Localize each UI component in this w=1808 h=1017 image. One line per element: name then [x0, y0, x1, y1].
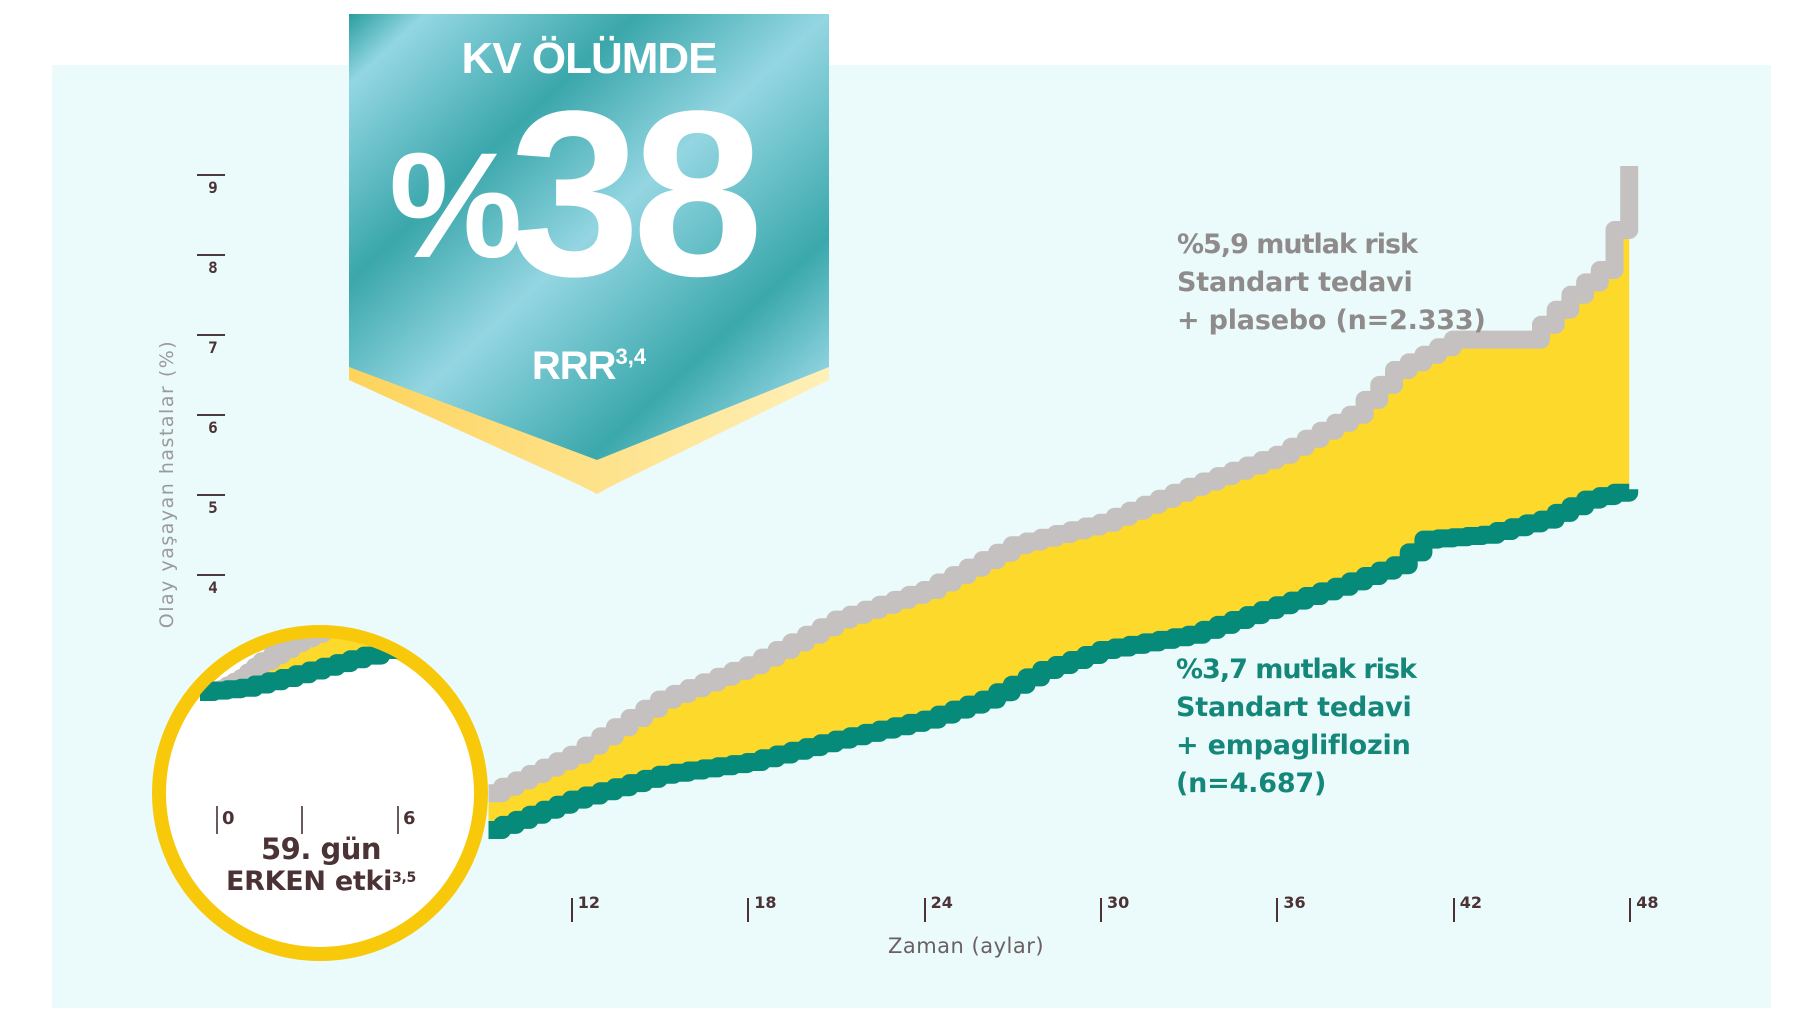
- placebo-curve: [488, 166, 1639, 803]
- inset-tick-label-6: 6: [403, 808, 416, 829]
- x-tick-label: 48: [1636, 893, 1659, 912]
- main-plot-area: [488, 166, 1639, 839]
- x-tick: [923, 898, 926, 922]
- x-tick-label: 42: [1459, 893, 1483, 912]
- x-tick: [1276, 898, 1279, 922]
- placebo-risk-label: %5,9 mutlak risk: [1177, 229, 1418, 260]
- y-tick: [197, 414, 225, 416]
- inset-title-effect-text: ERKEN etki: [226, 866, 393, 897]
- x-tick-label: 36: [1283, 893, 1306, 912]
- y-axis-label: Olay yaşayan hastalar (%): [156, 339, 178, 629]
- x-tick: [570, 898, 573, 922]
- badge-metric-refs: 3,4: [615, 344, 647, 369]
- x-tick-label: 18: [754, 893, 777, 912]
- badge-metric-label: RRR: [531, 344, 617, 388]
- y-tick: [197, 254, 225, 256]
- badge-metric: RRR3,4: [349, 344, 829, 389]
- inset-tick-6: [397, 806, 399, 834]
- empagliflozin-annotation: %3,7 mutlak risk Standart tedavi + empag…: [1176, 651, 1417, 803]
- empa-arm-label: + empagliflozin: [1176, 730, 1411, 761]
- y-tick-label: 5: [208, 498, 218, 517]
- y-tick: [197, 494, 225, 496]
- placebo-arm-label: + plasebo (n=2.333): [1177, 305, 1486, 336]
- empa-therapy-label: Standart tedavi: [1176, 692, 1412, 723]
- placebo-therapy-label: Standart tedavi: [1177, 267, 1413, 298]
- x-tick: [1452, 898, 1455, 922]
- x-tick-label: 12: [577, 893, 601, 912]
- placebo-annotation: %5,9 mutlak risk Standart tedavi + plase…: [1177, 226, 1486, 340]
- badge-value: 38: [509, 62, 763, 326]
- badge-title: KV ÖLÜMDE: [461, 34, 718, 83]
- y-tick-label: 6: [208, 418, 218, 437]
- inset-tick-3: [301, 806, 303, 834]
- x-tick: [1629, 898, 1632, 922]
- x-axis-label: Zaman (aylar): [887, 934, 1045, 958]
- inset-title-day: 59. gün: [260, 832, 382, 866]
- inset-title-refs: 3,5: [392, 870, 416, 886]
- badge-percent-sign: %: [389, 121, 523, 289]
- empa-risk-label: %3,7 mutlak risk: [1176, 654, 1417, 685]
- x-tick-label: 30: [1107, 893, 1130, 912]
- y-tick-label: 8: [208, 258, 218, 277]
- inset-tick-0: [216, 806, 218, 834]
- y-tick: [197, 174, 225, 176]
- badge-chevron: [349, 14, 829, 494]
- x-tick: [1100, 898, 1102, 922]
- x-tick-label: 24: [930, 893, 953, 912]
- y-tick-label: 4: [208, 578, 218, 597]
- y-tick-label: 9: [208, 178, 218, 197]
- y-tick: [197, 574, 225, 576]
- y-tick: [197, 334, 225, 336]
- y-tick-label: 7: [208, 338, 218, 357]
- inset-tick-label-0: 0: [222, 808, 235, 829]
- x-tick: [747, 898, 750, 922]
- inset-zoom-circle: [152, 625, 488, 961]
- empagliflozin-curve: [488, 483, 1639, 839]
- empa-n-label: (n=4.687): [1176, 768, 1327, 799]
- inset-title-effect: ERKEN etki3,5: [226, 866, 416, 897]
